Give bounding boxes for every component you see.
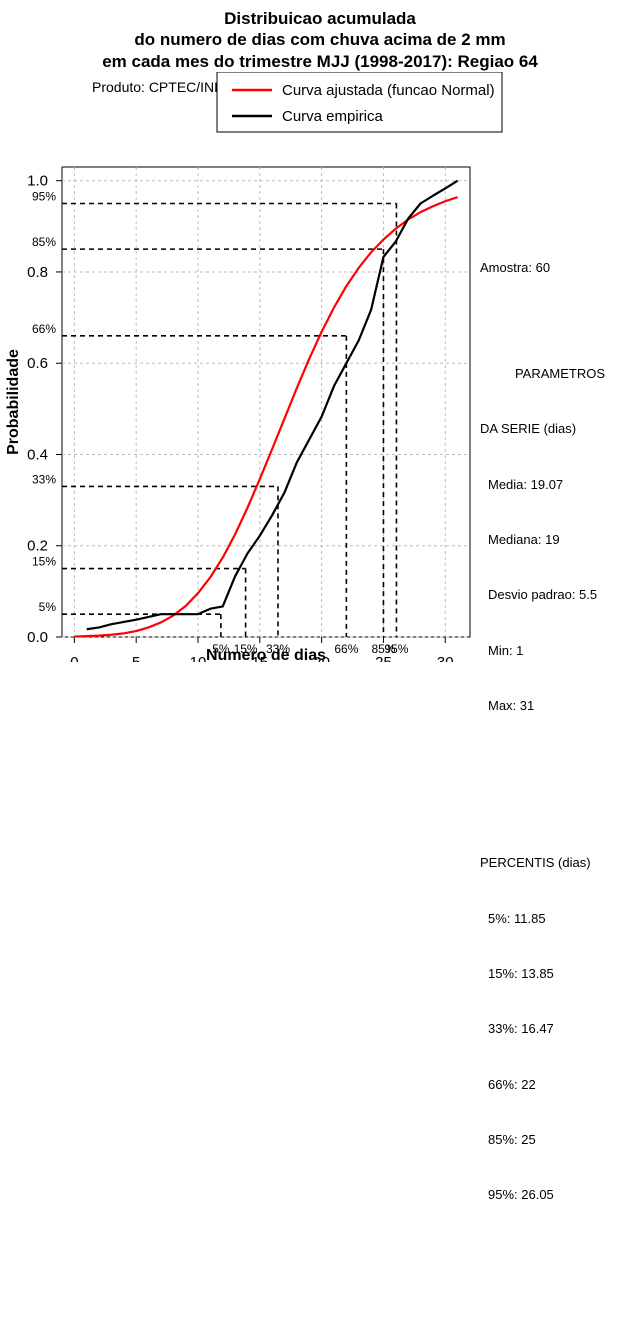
xtick-5: 5 xyxy=(132,654,140,662)
produto-label: Produto: CPTEC/INPE xyxy=(92,79,233,95)
xtick-25: 25 xyxy=(375,654,392,662)
stat-max: Max: 31 xyxy=(480,697,640,715)
xtick-10: 10 xyxy=(190,654,207,662)
chart-area: 5%5%15%15%33%33%66%66%85%85%95%95%051015… xyxy=(0,72,640,662)
stat-p33: 33%: 16.47 xyxy=(480,1020,640,1038)
stat-parametros-sub: DA SERIE (dias) xyxy=(480,420,640,438)
stat-media: Media: 19.07 xyxy=(480,476,640,494)
legend-label-empirica: Curva empirica xyxy=(282,108,384,125)
ytick-0: 0.0 xyxy=(27,629,48,646)
stat-p15: 15%: 13.85 xyxy=(480,965,640,983)
ytick-0.4: 0.4 xyxy=(27,446,48,463)
percentile-y-label-5%: 5% xyxy=(39,600,57,614)
percentile-x-label-66%: 66% xyxy=(334,642,358,656)
chart-title: Distribuicao acumulada do numero de dias… xyxy=(0,0,640,72)
xtick-0: 0 xyxy=(70,654,78,662)
stat-mediana: Mediana: 19 xyxy=(480,531,640,549)
stat-p66: 66%: 22 xyxy=(480,1076,640,1094)
stat-desvio: Desvio padrao: 5.5 xyxy=(480,586,640,604)
percentile-y-label-85%: 85% xyxy=(32,235,56,249)
series-line-curva-empirica xyxy=(87,180,458,629)
series-line-curva-ajustada-(funcao-normal) xyxy=(74,197,457,636)
stat-amostra: Amostra: 60 xyxy=(480,259,640,277)
stat-min: Min: 1 xyxy=(480,642,640,660)
ytick-0.2: 0.2 xyxy=(27,537,48,554)
stat-percentis-header: PERCENTIS (dias) xyxy=(480,854,640,872)
legend-label-ajustada: Curva ajustada (funcao Normal) xyxy=(282,82,495,99)
stat-p95: 95%: 26.05 xyxy=(480,1186,640,1204)
y-axis-title: Probabilidade xyxy=(5,349,22,455)
stat-p5: 5%: 11.85 xyxy=(480,910,640,928)
ytick-1: 1.0 xyxy=(27,172,48,189)
percentile-y-label-66%: 66% xyxy=(32,322,56,336)
percentile-y-label-15%: 15% xyxy=(32,554,56,568)
ytick-0.6: 0.6 xyxy=(27,355,48,372)
ytick-0.8: 0.8 xyxy=(27,264,48,281)
xtick-30: 30 xyxy=(437,654,454,662)
stats-panel: Amostra: 60 PARAMETROS DA SERIE (dias) M… xyxy=(480,222,640,1320)
stat-parametros-header: PARAMETROS xyxy=(480,365,640,383)
percentile-y-label-95%: 95% xyxy=(32,189,56,203)
stat-p85: 85%: 25 xyxy=(480,1131,640,1149)
percentile-y-label-33%: 33% xyxy=(32,472,56,486)
